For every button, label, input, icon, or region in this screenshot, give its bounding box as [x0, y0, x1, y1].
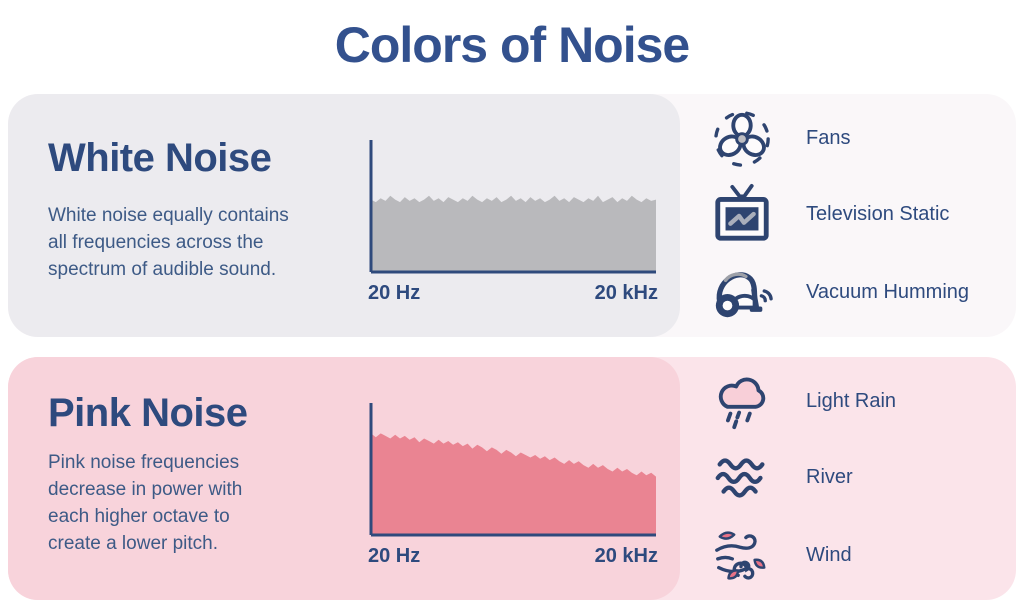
- pink-noise-spectrum-chart: [369, 403, 656, 537]
- example-wind: Wind: [708, 521, 852, 589]
- example-vacuum-humming: Vacuum Humming: [708, 258, 969, 326]
- pink-noise-description: Pink noise frequencies decrease in power…: [48, 452, 243, 554]
- white-noise-heading: White Noise: [48, 136, 272, 180]
- white-noise-examples: Fans Television Static: [708, 94, 1016, 337]
- wind-icon: [708, 521, 776, 589]
- example-television-static: Television Static: [708, 180, 949, 248]
- example-label: Vacuum Humming: [806, 280, 970, 303]
- axis-label-20hz: 20 Hz: [368, 545, 421, 567]
- example-label: River: [806, 465, 853, 488]
- white-noise-description: White noise equally contains all frequen…: [48, 205, 289, 280]
- white-noise-card: White Noise White noise equally contains…: [8, 94, 1016, 337]
- rain-cloud-icon: [708, 367, 776, 435]
- river-icon: [708, 443, 776, 511]
- example-label: Television Static: [806, 202, 950, 225]
- pink-noise-examples: Light Rain River: [708, 357, 1016, 600]
- example-label: Fans: [806, 126, 851, 149]
- axis-label-20khz: 20 kHz: [594, 545, 658, 567]
- example-label: Wind: [806, 543, 852, 566]
- tv-static-icon: [708, 180, 776, 248]
- pink-noise-heading: Pink Noise: [48, 391, 248, 435]
- fan-icon: [708, 104, 776, 172]
- pink-noise-card: Pink Noise Pink noise frequencies decrea…: [8, 357, 1016, 600]
- example-label: Light Rain: [806, 389, 897, 412]
- axis-label-20hz: 20 Hz: [368, 282, 421, 304]
- page-title: Colors of Noise: [334, 17, 690, 73]
- axis-label-20khz: 20 kHz: [594, 282, 658, 304]
- example-light-rain: Light Rain: [708, 367, 896, 435]
- example-river: River: [708, 443, 853, 511]
- white-noise-axis-labels: 20 Hz 20 kHz: [368, 282, 658, 305]
- white-noise-spectrum-chart: [369, 140, 656, 274]
- example-fans: Fans: [708, 104, 850, 172]
- pink-noise-axis-labels: 20 Hz 20 kHz: [368, 545, 658, 568]
- vacuum-icon: [708, 258, 776, 326]
